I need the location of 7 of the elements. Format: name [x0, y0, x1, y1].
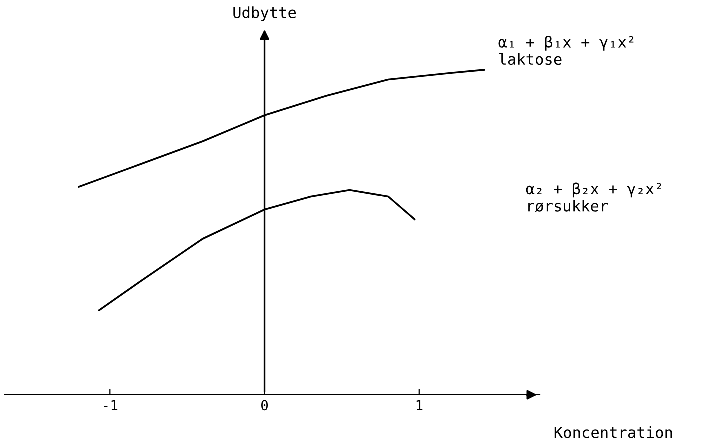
- x-tick-label: -1: [104, 400, 118, 410]
- x-axis-title: Koncentration: [554, 426, 672, 438]
- x-tick-label: 0: [261, 400, 268, 411]
- series-label: α₁ + β₁x + γ₁x² laktose: [498, 36, 634, 66]
- text: α₂ + β₂x + γ₂x² rørsukker: [526, 182, 662, 212]
- x-tick-label: 1: [416, 400, 423, 410]
- y-axis-title: Udbytte: [234, 6, 296, 22]
